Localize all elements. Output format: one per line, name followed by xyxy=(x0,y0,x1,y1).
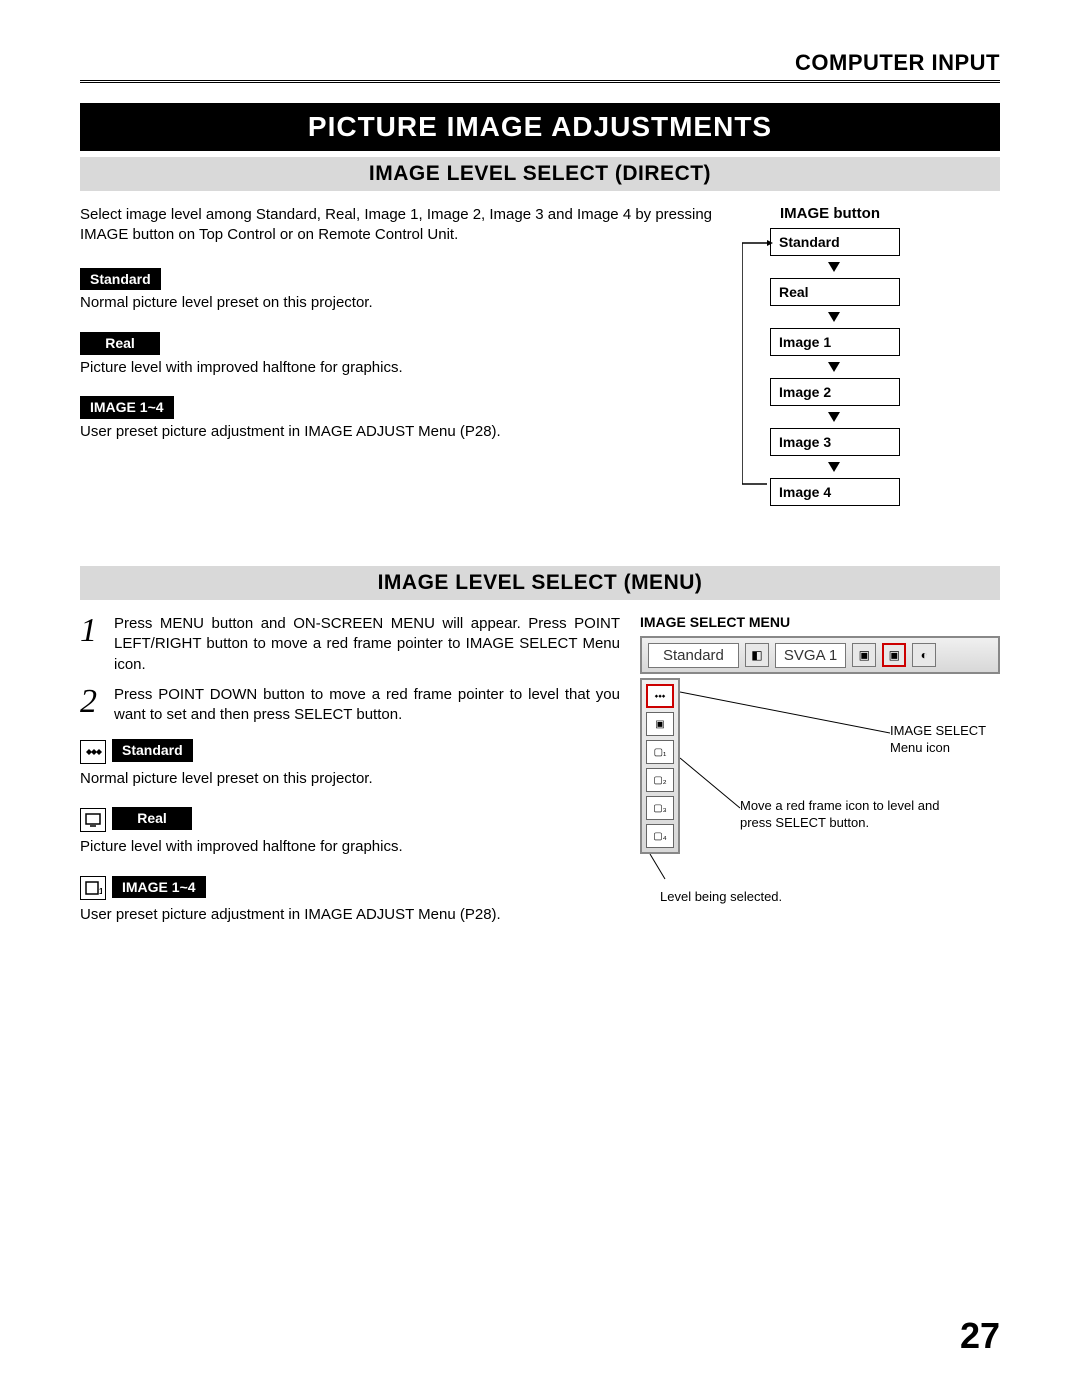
annot-1: IMAGE SELECT Menu icon xyxy=(890,723,1010,757)
step-num-1: 1 xyxy=(80,614,114,675)
item2-image14: 1 IMAGE 1~4 xyxy=(80,876,620,902)
item-standard: Standard Normal picture level preset on … xyxy=(80,268,720,314)
tag2-image14: IMAGE 1~4 xyxy=(112,876,206,899)
section2-body: 1 Press MENU button and ON-SCREEN MENU w… xyxy=(80,614,1000,944)
section1-right: IMAGE button Standard Real Image 1 Image… xyxy=(740,205,1000,506)
step-num-2: 2 xyxy=(80,685,114,726)
section2-left: 1 Press MENU button and ON-SCREEN MENU w… xyxy=(80,614,640,944)
page-title: PICTURE IMAGE ADJUSTMENTS xyxy=(80,103,1000,151)
screen-icon xyxy=(80,808,106,832)
section2-right: IMAGE SELECT MENU Standard ◧ SVGA 1 ▣ ▣ … xyxy=(640,614,1000,944)
section1-body: Select image level among Standard, Real,… xyxy=(80,205,1000,506)
osd-sidebar: ⬩⬩⬩ ▣ ▢₁ ▢₂ ▢₃ ▢₄ xyxy=(640,678,680,854)
section1-intro: Select image level among Standard, Real,… xyxy=(80,205,720,246)
svg-text:1: 1 xyxy=(99,887,102,896)
annot-2: Move a red frame icon to level and press… xyxy=(740,798,970,832)
desc2-real: Picture level with improved halftone for… xyxy=(80,837,620,857)
flow-title: IMAGE button xyxy=(740,205,1000,222)
osd-current-label: Standard xyxy=(648,643,739,668)
section-header: COMPUTER INPUT xyxy=(80,50,1000,83)
osd-side-5: ▢₄ xyxy=(646,824,674,848)
item2-real: Real xyxy=(80,807,620,833)
tag-image14: IMAGE 1~4 xyxy=(80,396,174,419)
osd-mode-label: SVGA 1 xyxy=(775,643,846,668)
osd-side-2: ▢₁ xyxy=(646,740,674,764)
section2: IMAGE LEVEL SELECT (MENU) 1 Press MENU b… xyxy=(80,566,1000,944)
step-text-2: Press POINT DOWN button to move a red fr… xyxy=(114,685,620,726)
section2-heading: IMAGE LEVEL SELECT (MENU) xyxy=(80,566,1000,600)
item-image14: IMAGE 1~4 User preset picture adjustment… xyxy=(80,396,720,442)
flow-diagram: Standard Real Image 1 Image 2 Image 3 Im… xyxy=(770,228,970,506)
step-1: 1 Press MENU button and ON-SCREEN MENU w… xyxy=(80,614,620,675)
osd-icon-selected: ▣ xyxy=(882,643,906,667)
item-real: Real Picture level with improved halfton… xyxy=(80,332,720,378)
desc-standard: Normal picture level preset on this proj… xyxy=(80,293,720,313)
section1-heading: IMAGE LEVEL SELECT (DIRECT) xyxy=(80,157,1000,191)
osd-side-1: ▣ xyxy=(646,712,674,736)
tag-standard: Standard xyxy=(80,268,161,291)
item2-standard: Standard xyxy=(80,739,620,765)
osd-body: ⬩⬩⬩ ▣ ▢₁ ▢₂ ▢₃ ▢₄ IMAGE SELECT Menu icon… xyxy=(640,678,1000,854)
osd-icon-1: ◧ xyxy=(745,643,769,667)
tag2-standard: Standard xyxy=(112,739,193,762)
annotation-lines xyxy=(680,678,980,878)
osd-icon-3: ◐ xyxy=(912,643,936,667)
annot-3: Level being selected. xyxy=(660,889,1000,906)
step-text-1: Press MENU button and ON-SCREEN MENU wil… xyxy=(114,614,620,675)
desc-image14: User preset picture adjustment in IMAGE … xyxy=(80,422,720,442)
osd-annotations: IMAGE SELECT Menu icon Move a red frame … xyxy=(680,678,1000,854)
tag-real: Real xyxy=(80,332,160,355)
box1-icon: 1 xyxy=(80,876,106,900)
desc2-standard: Normal picture level preset on this proj… xyxy=(80,769,620,789)
osd-side-4: ▢₃ xyxy=(646,796,674,820)
osd-top-bar: Standard ◧ SVGA 1 ▣ ▣ ◐ xyxy=(640,636,1000,674)
osd-side-0: ⬩⬩⬩ xyxy=(646,684,674,708)
loop-arrow xyxy=(742,240,942,500)
step-2: 2 Press POINT DOWN button to move a red … xyxy=(80,685,620,726)
section1-left: Select image level among Standard, Real,… xyxy=(80,205,740,506)
diamonds-icon xyxy=(80,740,106,764)
desc-real: Picture level with improved halftone for… xyxy=(80,358,720,378)
osd-side-3: ▢₂ xyxy=(646,768,674,792)
desc2-image14: User preset picture adjustment in IMAGE … xyxy=(80,905,620,925)
osd-icon-2: ▣ xyxy=(852,643,876,667)
tag2-real: Real xyxy=(112,807,192,830)
page-number: 27 xyxy=(960,1315,1000,1357)
menu-title: IMAGE SELECT MENU xyxy=(640,614,1000,630)
